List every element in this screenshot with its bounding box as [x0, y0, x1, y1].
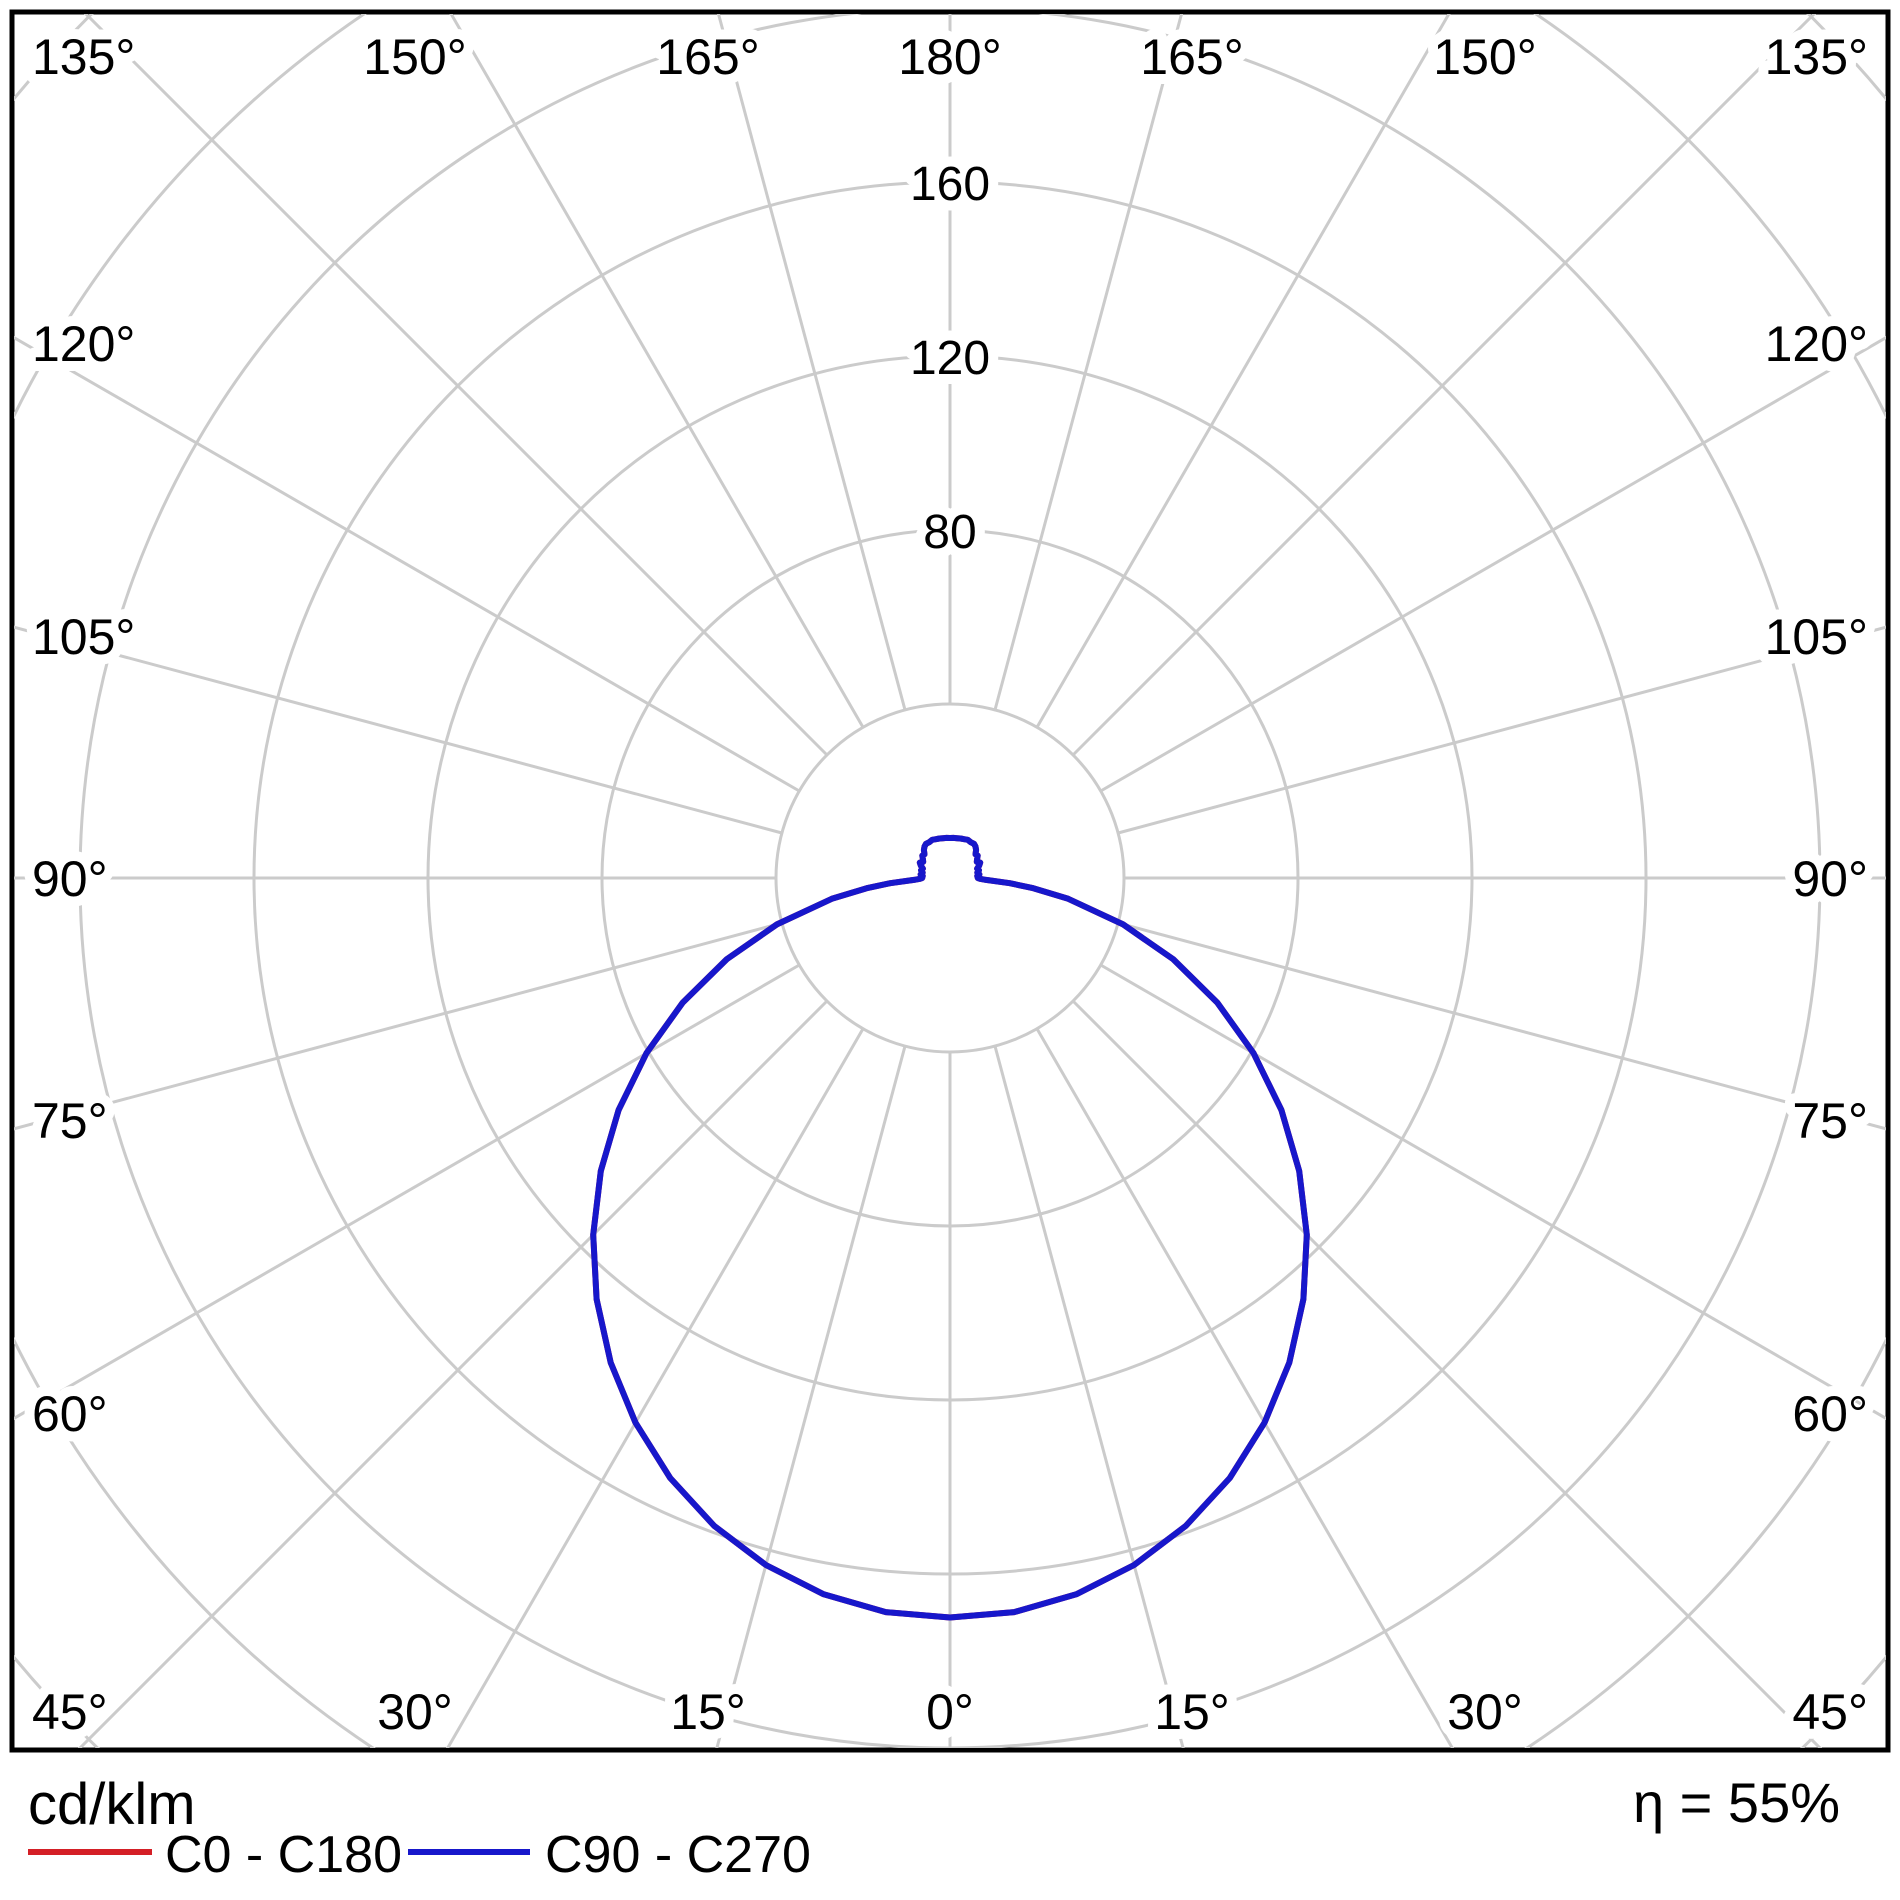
- grid-ring-40: [774, 702, 1126, 1054]
- angle-label-right-1: 105°: [1765, 609, 1868, 665]
- grid-ray-225: [83, 14, 829, 757]
- ring-label-160: 160: [910, 158, 990, 211]
- angle-label-top-3: 180°: [898, 29, 1001, 85]
- grid-ray-315: [77, 999, 829, 1748]
- angle-labels: 135° 150° 165° 180° 165° 150° 135° 45° 30° 15° 0° 1…: [22, 19, 1878, 1750]
- grid-ray-285: [14, 921, 783, 1131]
- grid-ray-120: [1099, 335, 1886, 793]
- ring-label-120: 120: [910, 332, 990, 385]
- angle-label-bottom-3: 0°: [926, 1684, 974, 1740]
- grid-ray-240: [14, 335, 801, 793]
- angle-label-right-4: 60°: [1792, 1386, 1868, 1442]
- legend-label-c90-c270: C90 - C270: [545, 1826, 811, 1884]
- grid-ray-330: [445, 1027, 865, 1748]
- angle-label-left-2: 90°: [32, 851, 108, 907]
- grid-ray-75: [1117, 921, 1886, 1131]
- angle-label-left-3: 75°: [32, 1093, 108, 1149]
- curve-c90-c270: [590, 834, 1310, 1621]
- angle-label-top-4: 165°: [1140, 29, 1243, 85]
- grid-ray-210: [449, 14, 865, 729]
- grid-ray-195: [716, 14, 907, 711]
- angle-label-right-3: 75°: [1792, 1093, 1868, 1149]
- grid-ray-135: [1071, 14, 1817, 757]
- legend-label-c0-c180: C0 - C180: [165, 1826, 402, 1884]
- angle-label-top-5: 150°: [1433, 29, 1536, 85]
- grid-ray-15: [993, 1045, 1185, 1748]
- angle-label-left-4: 60°: [32, 1386, 108, 1442]
- efficiency-label: η = 55%: [1633, 1771, 1840, 1834]
- ring-label-80: 80: [923, 506, 976, 559]
- angle-label-top-2: 165°: [656, 29, 759, 85]
- grid-ray-105: [1117, 625, 1886, 835]
- angle-label-bottom-5: 30°: [1447, 1684, 1523, 1740]
- angle-label-top-6: 135°: [1765, 29, 1868, 85]
- grid-ray-150: [1035, 14, 1451, 729]
- angle-label-left-1: 105°: [32, 609, 135, 665]
- angle-label-bottom-6: 45°: [1792, 1684, 1868, 1740]
- grid-ray-255: [14, 625, 783, 835]
- grid-ray-165: [993, 14, 1184, 711]
- plot-border: [9, 9, 1891, 1753]
- grid-ray-30: [1035, 1027, 1455, 1748]
- angle-label-bottom-2: 15°: [670, 1684, 746, 1740]
- angle-label-bottom-4: 15°: [1154, 1684, 1230, 1740]
- angle-label-right-2: 90°: [1792, 851, 1868, 907]
- ring-value-labels: 80 120 160: [900, 148, 1000, 569]
- angle-label-right-0: 120°: [1765, 316, 1868, 372]
- angle-label-bottom-0: 45°: [32, 1684, 108, 1740]
- units-label: cd/klm: [28, 1772, 196, 1837]
- grid-ray-345: [715, 1045, 907, 1748]
- grid-ray-300: [14, 963, 801, 1421]
- angle-label-bottom-1: 30°: [377, 1684, 453, 1740]
- angle-label-left-0: 120°: [32, 316, 135, 372]
- grid-ray-60: [1099, 963, 1886, 1421]
- angle-label-top-1: 150°: [363, 29, 466, 85]
- angle-label-top-0: 135°: [32, 29, 135, 85]
- grid-ray-45: [1071, 999, 1823, 1748]
